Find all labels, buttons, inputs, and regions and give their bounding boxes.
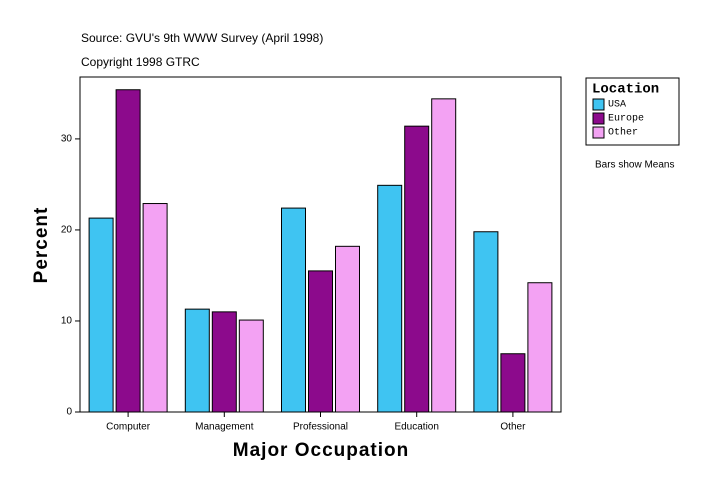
bar bbox=[184, 308, 210, 413]
bar bbox=[238, 319, 264, 413]
bar bbox=[211, 311, 237, 413]
chart-title: Source: GVU's 9th WWW Survey (April 1998… bbox=[81, 31, 323, 45]
legend-swatch bbox=[592, 98, 605, 111]
bar bbox=[500, 353, 526, 413]
bar bbox=[308, 270, 333, 413]
x-tick-label: Other bbox=[500, 422, 526, 433]
x-tick-label: Education bbox=[394, 422, 438, 433]
legend-label: Europe bbox=[608, 114, 644, 125]
y-tick-label: 30 bbox=[61, 134, 73, 145]
bar bbox=[473, 231, 499, 413]
x-tick-label: Management bbox=[195, 422, 254, 433]
legend-swatch bbox=[592, 112, 605, 125]
x-axis-label: Major Occupation bbox=[233, 440, 409, 461]
bar bbox=[377, 184, 403, 413]
bar bbox=[88, 217, 114, 413]
bar bbox=[335, 245, 360, 413]
bar bbox=[115, 89, 141, 413]
legend-title: Location bbox=[592, 82, 659, 98]
y-tick-label: 20 bbox=[61, 225, 73, 236]
legend-label: Other bbox=[608, 127, 638, 139]
bar bbox=[431, 98, 457, 413]
bar bbox=[281, 207, 306, 413]
bar bbox=[142, 203, 168, 413]
y-axis-label: Percent bbox=[31, 207, 52, 284]
chart-subtitle: Copyright 1998 GTRC bbox=[81, 55, 200, 69]
x-tick-label: Professional bbox=[293, 422, 348, 433]
x-tick-label: Computer bbox=[106, 422, 151, 433]
note: Bars show Means bbox=[595, 160, 674, 171]
bar bbox=[404, 125, 430, 413]
bar bbox=[527, 282, 553, 413]
y-tick-label: 10 bbox=[61, 316, 73, 327]
legend-label: USA bbox=[608, 100, 626, 111]
y-tick-label: 0 bbox=[66, 407, 72, 418]
legend-swatch bbox=[592, 126, 605, 139]
